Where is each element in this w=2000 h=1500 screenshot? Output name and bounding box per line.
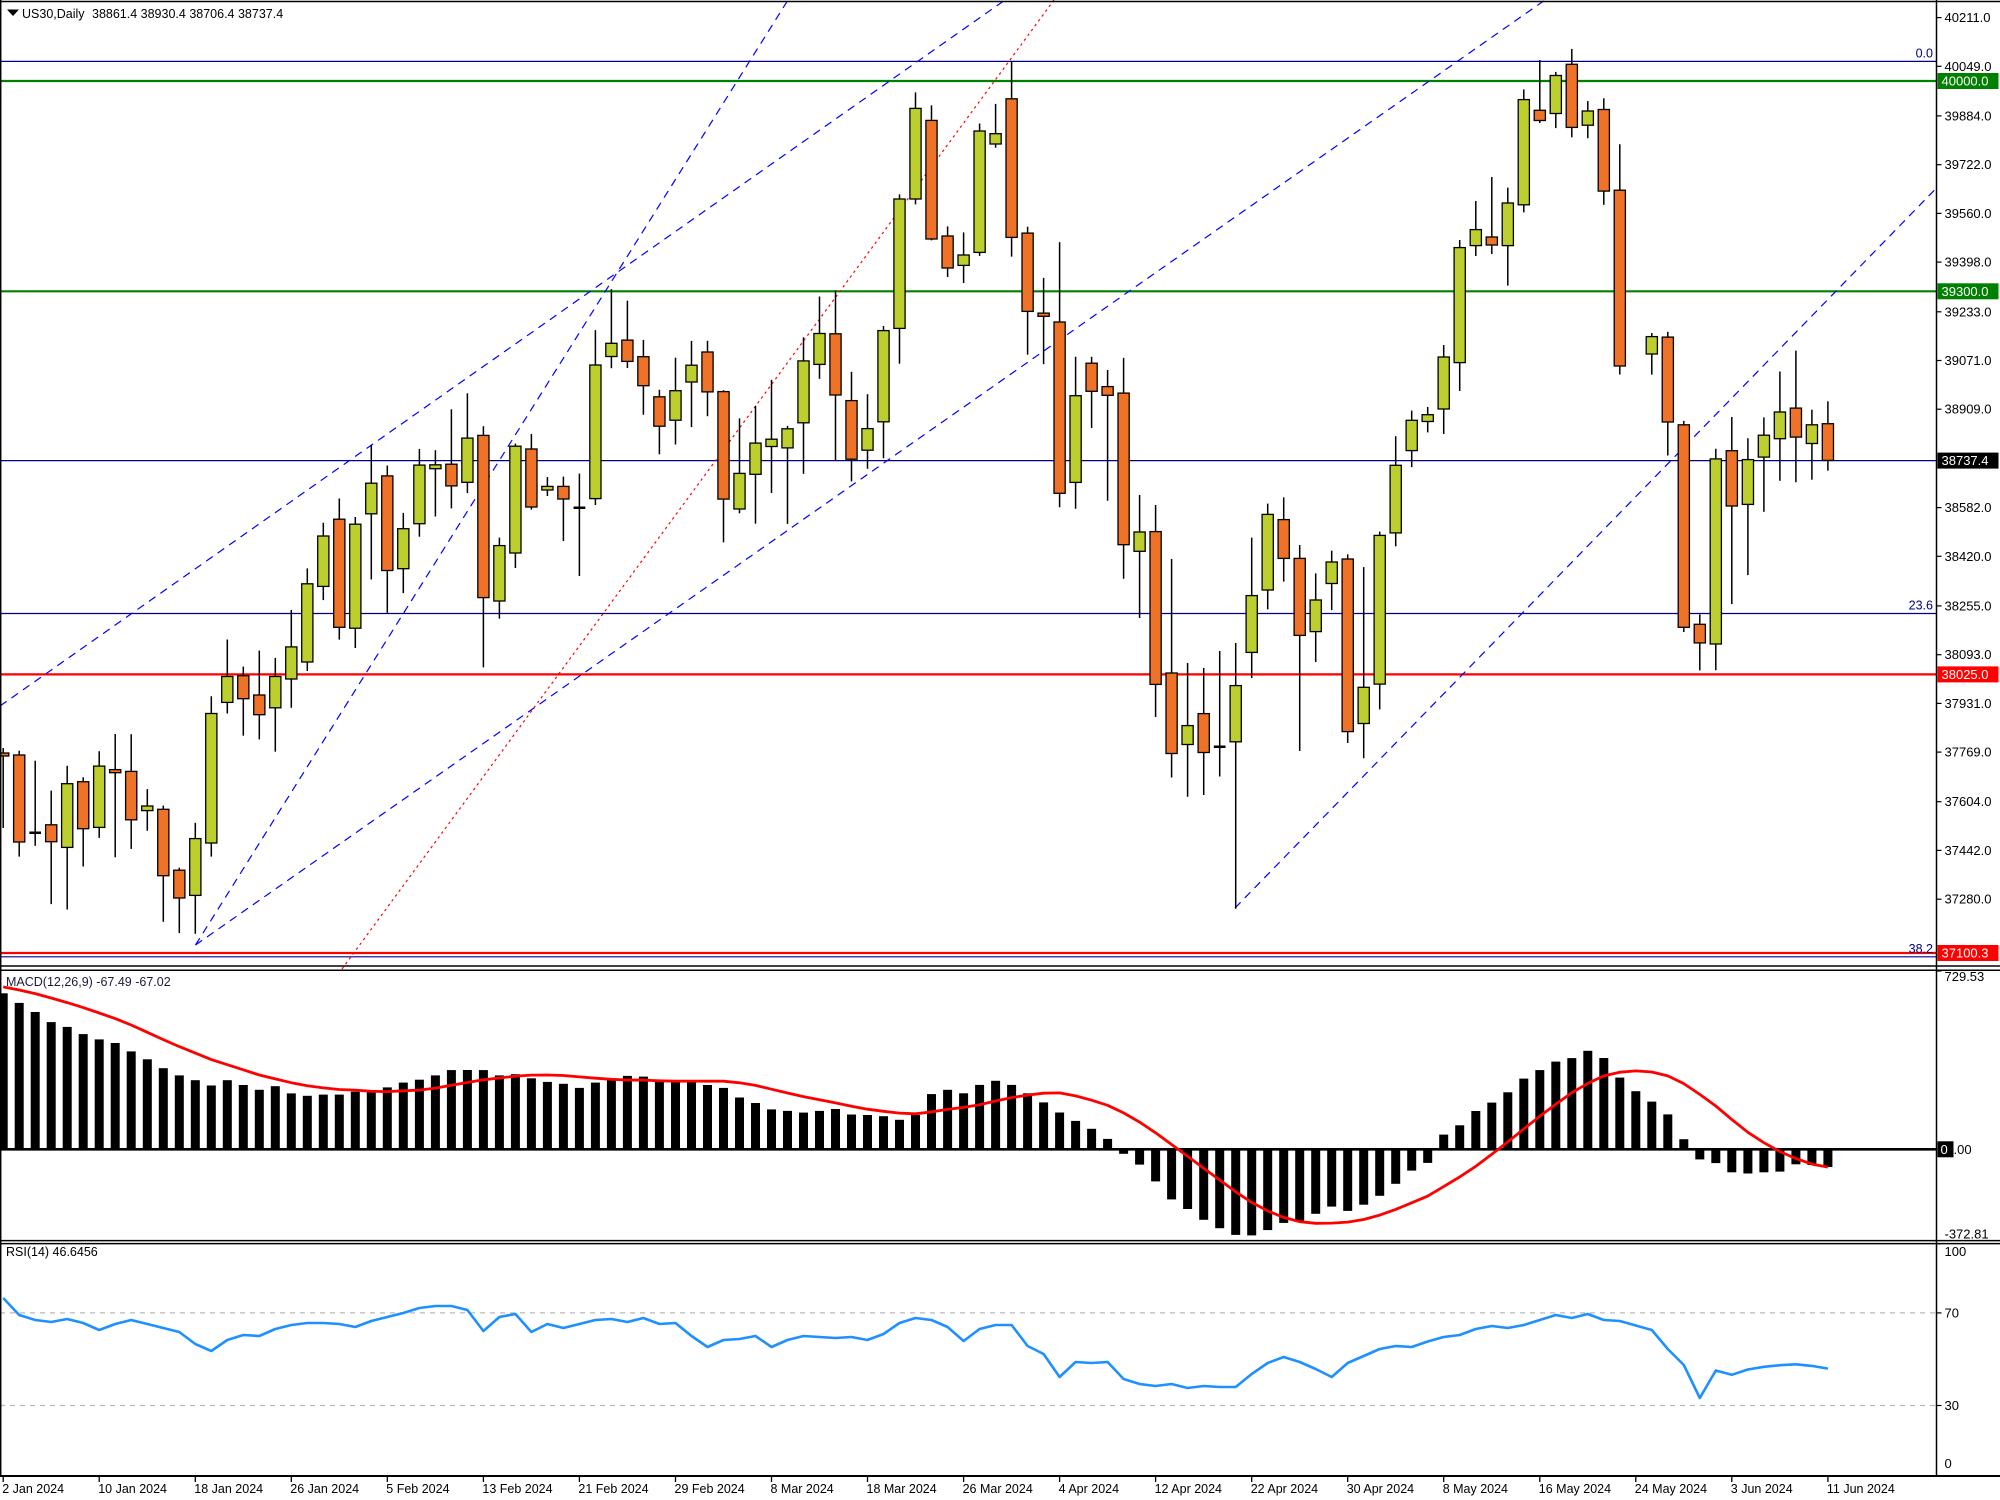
svg-text:13 Feb 2024: 13 Feb 2024 (482, 1482, 552, 1496)
svg-text:38737.4: 38737.4 (1942, 453, 1989, 468)
svg-text:5 Feb 2024: 5 Feb 2024 (386, 1482, 449, 1496)
svg-text:22 Apr 2024: 22 Apr 2024 (1251, 1482, 1318, 1496)
svg-text:38582.0: 38582.0 (1945, 500, 1992, 515)
svg-text:40211.0: 40211.0 (1945, 10, 1991, 25)
svg-text:26 Mar 2024: 26 Mar 2024 (963, 1482, 1033, 1496)
svg-text:37604.0: 37604.0 (1945, 794, 1992, 809)
svg-text:40049.0: 40049.0 (1945, 59, 1992, 74)
svg-text:37100.3: 37100.3 (1942, 946, 1989, 961)
svg-text:38861.4 38930.4 38706.4 38737.: 38861.4 38930.4 38706.4 38737.4 (92, 7, 283, 21)
svg-text:38255.0: 38255.0 (1945, 598, 1992, 613)
svg-text:18 Mar 2024: 18 Mar 2024 (867, 1482, 937, 1496)
svg-text:MACD(12,26,9) -67.49 -67.02: MACD(12,26,9) -67.49 -67.02 (6, 975, 171, 989)
svg-text:37442.0: 37442.0 (1945, 843, 1992, 858)
svg-text:4 Apr 2024: 4 Apr 2024 (1059, 1482, 1120, 1496)
svg-text:2 Jan 2024: 2 Jan 2024 (2, 1482, 64, 1496)
svg-text:3 Jun 2024: 3 Jun 2024 (1731, 1482, 1793, 1496)
svg-text:US30,Daily: US30,Daily (22, 7, 85, 21)
svg-text:38025.0: 38025.0 (1942, 667, 1989, 682)
svg-text:0: 0 (1945, 1456, 1952, 1471)
svg-text:100: 100 (1945, 1244, 1967, 1259)
svg-text:38093.0: 38093.0 (1945, 647, 1992, 662)
svg-text:729.53: 729.53 (1945, 969, 1985, 984)
svg-text:16 May 2024: 16 May 2024 (1539, 1482, 1611, 1496)
svg-text:39233.0: 39233.0 (1945, 304, 1992, 319)
svg-text:39722.0: 39722.0 (1945, 157, 1992, 172)
svg-text:38.2: 38.2 (1909, 942, 1933, 956)
svg-text:38909.0: 38909.0 (1945, 402, 1992, 417)
svg-text:10 Jan 2024: 10 Jan 2024 (98, 1482, 167, 1496)
svg-text:40000.0: 40000.0 (1942, 74, 1989, 89)
svg-text:24 May 2024: 24 May 2024 (1635, 1482, 1707, 1496)
svg-text:26 Jan 2024: 26 Jan 2024 (290, 1482, 359, 1496)
svg-text:8 Mar 2024: 8 Mar 2024 (771, 1482, 834, 1496)
svg-text:39300.0: 39300.0 (1942, 284, 1989, 299)
svg-text:RSI(14) 46.6456: RSI(14) 46.6456 (6, 1245, 98, 1259)
svg-text:39398.0: 39398.0 (1945, 255, 1992, 270)
svg-text:39884.0: 39884.0 (1945, 108, 1992, 123)
svg-text:30: 30 (1945, 1398, 1959, 1413)
svg-text:21 Feb 2024: 21 Feb 2024 (578, 1482, 648, 1496)
svg-text:-372.81: -372.81 (1945, 1227, 1989, 1242)
svg-text:23.6: 23.6 (1909, 599, 1933, 613)
svg-text:12 Apr 2024: 12 Apr 2024 (1155, 1482, 1222, 1496)
svg-text:70: 70 (1945, 1305, 1959, 1320)
svg-text:39071.0: 39071.0 (1945, 353, 1992, 368)
svg-text:37280.0: 37280.0 (1945, 892, 1992, 907)
svg-text:8 May 2024: 8 May 2024 (1443, 1482, 1508, 1496)
svg-text:0.0: 0.0 (1916, 47, 1933, 61)
svg-text:39560.0: 39560.0 (1945, 206, 1992, 221)
svg-text:11 Jun 2024: 11 Jun 2024 (1827, 1482, 1895, 1496)
svg-text:18 Jan 2024: 18 Jan 2024 (194, 1482, 263, 1496)
svg-text:37931.0: 37931.0 (1945, 696, 1992, 711)
svg-text:0: 0 (1941, 1142, 1948, 1157)
svg-text:37769.0: 37769.0 (1945, 745, 1992, 760)
svg-text:38420.0: 38420.0 (1945, 549, 1992, 564)
svg-text:30 Apr 2024: 30 Apr 2024 (1347, 1482, 1414, 1496)
svg-text:29 Feb 2024: 29 Feb 2024 (675, 1482, 745, 1496)
svg-text:.00: .00 (1954, 1142, 1972, 1157)
